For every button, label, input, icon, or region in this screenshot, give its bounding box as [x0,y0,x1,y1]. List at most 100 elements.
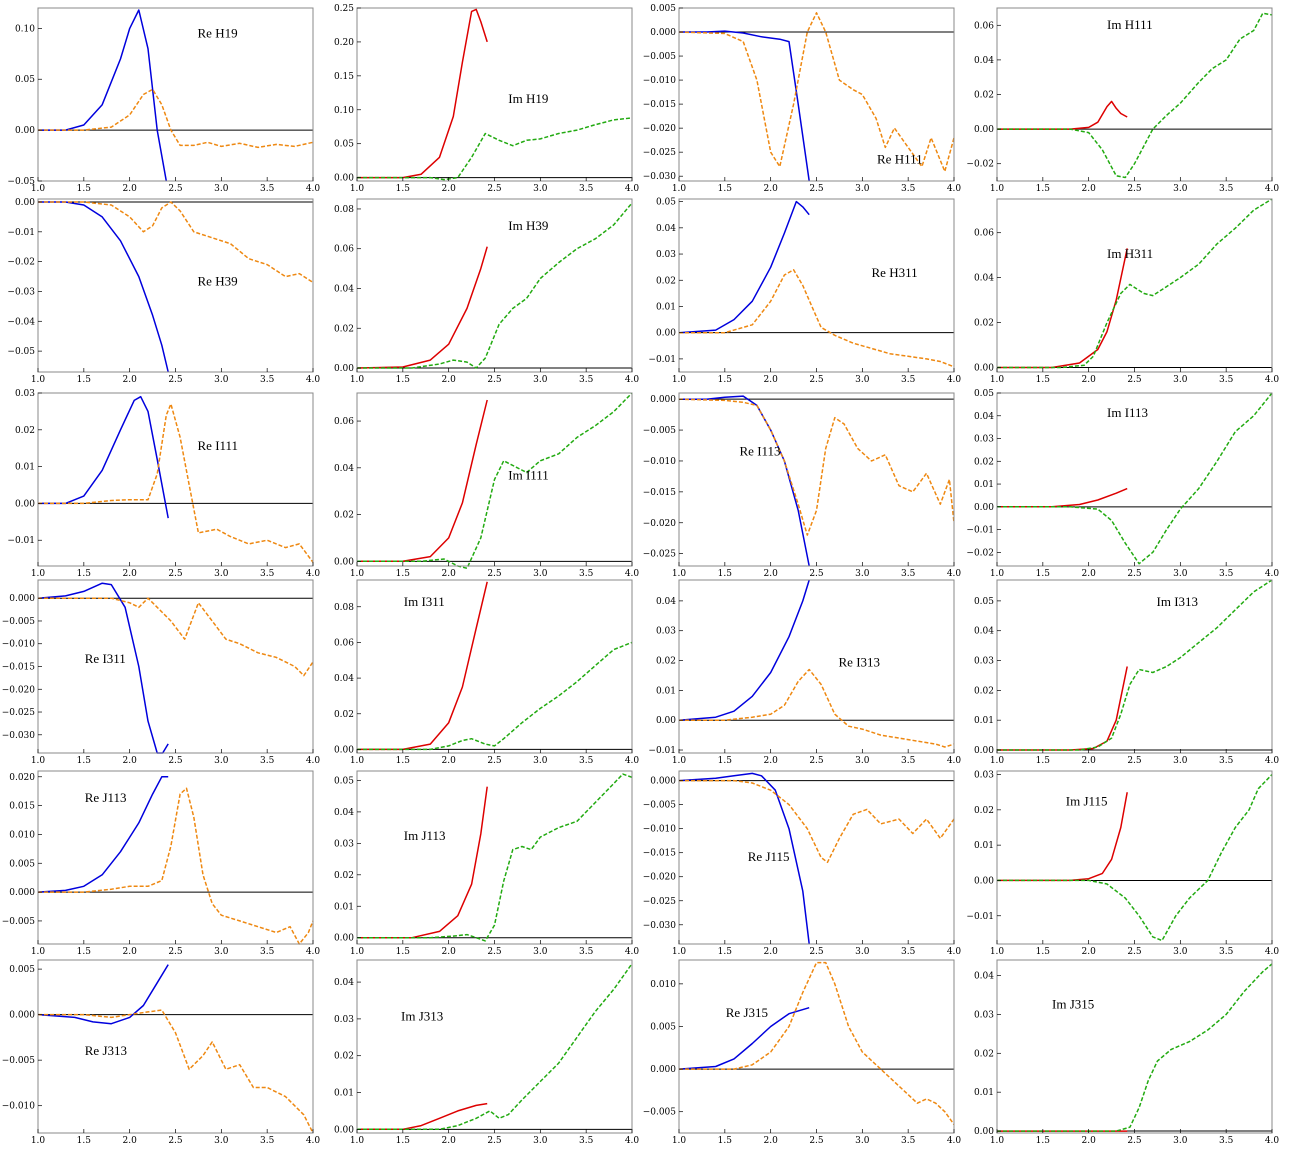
x-tick-label: 4.0 [625,375,640,385]
y-tick-label: 0.00 [334,174,354,184]
y-tick-label: −0.05 [7,347,35,357]
x-tick-label: 4.0 [947,756,962,766]
x-tick-label: 4.0 [1265,756,1280,766]
y-tick-label: −0.01 [7,228,35,238]
x-tick-label: 3.5 [260,569,275,579]
x-tick-label: 2.0 [764,375,779,385]
y-tick-label: 0.01 [15,463,35,473]
x-tick-label: 2.5 [809,184,824,194]
x-tick-label: 3.0 [1173,375,1188,385]
x-tick-label: 1.5 [77,569,92,579]
series-line-green [997,773,1273,942]
y-tick-label: 0.02 [334,871,354,881]
x-tick-label: 1.0 [672,756,687,766]
y-tick-label: 0.03 [974,657,994,667]
x-tick-label: 2.0 [764,184,779,194]
panel-label: Im H19 [508,91,548,106]
panel-label: Im J115 [1066,794,1108,809]
plot-frame [678,579,955,754]
x-tick-label: 3.5 [1219,375,1234,385]
x-tick-label: 2.5 [487,756,502,766]
y-tick-label: −0.015 [643,100,677,110]
x-tick-label: 1.5 [718,756,733,766]
x-tick-label: 4.0 [947,184,962,194]
plot-frame [37,7,314,182]
x-tick-label: 2.5 [1127,184,1142,194]
plot-panel: 1.0 1.5 2.0 2.5 3.0 3.5 4.0 0.000 −0.005 −0.010 −0… [643,392,961,579]
y-tick-label: 0.02 [334,1052,354,1062]
y-tick-label: 0.03 [334,839,354,849]
y-tick-label: 0.000 [650,1065,676,1075]
x-tick-label: 2.5 [487,375,502,385]
y-tick-label: −0.02 [7,258,35,268]
series-line-green [997,963,1273,1132]
x-tick-label: 2.5 [1127,569,1142,579]
x-tick-label: 4.0 [625,569,640,579]
y-tick-label: −0.02 [966,160,994,170]
plot-panel: 1.0 1.5 2.0 2.5 3.0 3.5 4.0 0.005 0.000 −0.005 −0.… [2,959,320,1146]
x-tick-label: 1.0 [990,947,1005,957]
x-tick-label: 3.0 [214,1136,229,1146]
x-tick-label: 3.0 [855,1136,870,1146]
series-line-blue [679,30,810,182]
x-tick-label: 2.0 [1082,756,1097,766]
series-line-green [997,12,1273,179]
y-tick-label: −0.015 [2,663,36,673]
x-tick-label: 3.5 [260,756,275,766]
plot-panel: 1.0 1.5 2.0 2.5 3.0 3.5 4.0 0.05 0.04 0.03 0.02 0.0… [966,389,1279,579]
plot-panel: 1.0 1.5 2.0 2.5 3.0 3.5 4.0 0.06 0.04 0.02 0.00 Im … [334,392,640,579]
series-line-red [997,666,1128,751]
y-tick-label: 0.04 [974,274,994,284]
series-line-red [997,487,1128,508]
series-line-green [997,579,1273,751]
y-tick-label: −0.030 [2,731,36,741]
x-tick-label: 4.0 [625,947,640,957]
y-tick-label: 0.000 [650,777,676,787]
y-tick-label: 0.05 [334,776,354,786]
x-tick-label: 2.5 [487,947,502,957]
series-line-green [357,963,633,1131]
x-tick-label: 2.0 [442,756,457,766]
x-tick-label: 3.0 [533,947,548,957]
y-tick-label: 0.04 [334,978,354,988]
series-line-orange [679,269,955,368]
x-tick-label: 2.0 [764,756,779,766]
x-tick-label: 2.0 [1082,375,1097,385]
x-tick-label: 1.5 [1036,375,1051,385]
series-line-blue [38,395,169,519]
y-tick-label: −0.01 [648,746,676,756]
x-tick-label: 2.5 [168,375,183,385]
x-tick-label: 3.5 [1219,569,1234,579]
plot-frame [356,579,633,754]
x-tick-label: 2.5 [487,184,502,194]
x-tick-label: 3.5 [901,1136,916,1146]
x-tick-label: 2.0 [764,1136,779,1146]
plot-panel: 1.0 1.5 2.0 2.5 3.0 3.5 4.0 0.020 0.015 0.010 0.00… [2,770,320,957]
plot-frame [996,959,1273,1134]
y-tick-label: −0.005 [643,801,677,811]
x-tick-label: 2.0 [442,375,457,385]
x-tick-label: 3.5 [579,1136,594,1146]
panel-label: Im H111 [1107,17,1153,32]
x-tick-label: 2.0 [123,1136,138,1146]
y-tick-label: 0.01 [974,841,994,851]
x-tick-label: 1.0 [31,375,46,385]
x-tick-label: 2.0 [123,569,138,579]
plot-frame [37,198,314,373]
x-tick-label: 3.0 [533,375,548,385]
x-tick-label: 3.0 [214,947,229,957]
y-tick-label: 0.04 [656,597,676,607]
x-tick-label: 2.5 [168,184,183,194]
panel-label: Re I313 [839,655,881,670]
plot-panel: 1.0 1.5 2.0 2.5 3.0 3.5 4.0 0.08 0.06 0.04 0.02 0.0… [334,198,640,385]
x-tick-label: 2.5 [168,947,183,957]
x-tick-label: 3.5 [1219,947,1234,957]
plot-panel: 1.0 1.5 2.0 2.5 3.0 3.5 4.0 0.03 0.02 0.01 0.00 −0.… [966,770,1279,957]
y-tick-label: 0.15 [334,72,354,82]
plot-frame [996,7,1273,182]
x-tick-label: 4.0 [625,184,640,194]
plot-panel: 1.0 1.5 2.0 2.5 3.0 3.5 4.0 0.010 0.005 0.000 −0.0… [643,959,961,1146]
x-tick-label: 3.0 [1173,756,1188,766]
plot-frame [678,392,955,567]
